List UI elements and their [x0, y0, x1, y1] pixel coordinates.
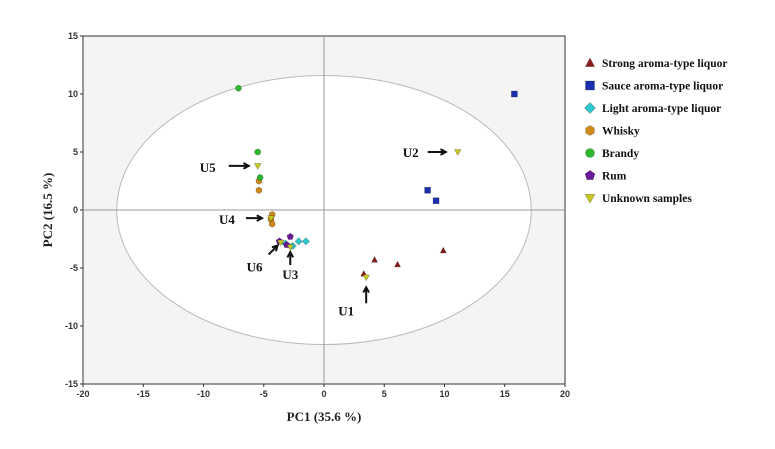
x-axis-ticks: -20 -15 -10 -5 0 5 10 15 20 [76, 384, 570, 399]
x-tick-label: 0 [321, 389, 326, 399]
x-axis-title: PC1 (35.6 %) [287, 409, 362, 424]
legend-label: Rum [602, 171, 627, 183]
data-point [255, 186, 263, 194]
data-point [453, 149, 462, 156]
data-point [394, 260, 402, 268]
legend-marker [585, 80, 595, 91]
y-tick-label: -15 [65, 379, 78, 389]
x-tick-label: 5 [382, 389, 387, 399]
x-tick-label: -20 [76, 389, 89, 399]
data-point [432, 197, 440, 205]
x-tick-label: 15 [500, 389, 510, 399]
data-point [294, 237, 303, 246]
y-tick-label: -10 [65, 321, 78, 331]
annotation-arrowhead [286, 250, 295, 258]
legend-marker [584, 102, 596, 114]
y-tick-label: 5 [73, 147, 78, 157]
data-point [256, 174, 264, 181]
zero-lines [83, 36, 565, 384]
annotation-arrowhead [242, 162, 251, 170]
data-point [286, 244, 295, 252]
data-point [276, 239, 285, 247]
data-point [254, 148, 262, 156]
annotation-label: U6 [247, 259, 263, 274]
data-point [511, 90, 518, 98]
annotation-arrowhead [362, 285, 370, 294]
y-axis-title: PC2 (16.5 %) [40, 173, 55, 248]
legend-marker [584, 194, 596, 204]
y-axis-ticks: -15 -10 -5 0 5 10 15 [65, 31, 83, 389]
data-point [253, 163, 262, 170]
legend-marker [585, 57, 595, 67]
data-point [424, 186, 431, 194]
x-tick-label: 20 [560, 389, 570, 399]
annotation-label: U4 [219, 212, 235, 227]
annotation-label: U3 [282, 267, 298, 282]
data-point [362, 274, 370, 282]
x-tick-label: -15 [137, 389, 150, 399]
data-point [286, 232, 294, 240]
sample-annotations: U1 U2 U3 U4 U5 U6 [200, 145, 448, 318]
legend-marker [584, 169, 596, 180]
annotation-arrowhead [271, 244, 280, 252]
annotation-arrowhead [256, 214, 265, 222]
annotation-arrow [267, 244, 279, 256]
legend: Strong aroma-type liquor Sauce aroma-type… [584, 57, 727, 205]
legend-label: Unknown samples [602, 193, 692, 205]
y-tick-label: 0 [73, 205, 78, 215]
data-point [371, 255, 379, 263]
data-point [269, 220, 276, 228]
x-tick-label: 10 [439, 389, 449, 399]
y-tick-label: 10 [68, 89, 78, 99]
y-tick-label: 15 [68, 31, 78, 41]
data-point [235, 84, 242, 92]
legend-label: Brandy [602, 148, 639, 160]
legend-label: Whisky [602, 126, 640, 138]
legend-marker [585, 148, 595, 158]
x-tick-label: -5 [260, 389, 268, 399]
data-point [439, 246, 447, 254]
annotation-label: U2 [403, 145, 419, 160]
x-tick-label: -10 [197, 389, 210, 399]
legend-label: Light aroma-type liquor [602, 103, 721, 115]
legend-label: Sauce aroma-type liquor [602, 81, 723, 93]
data-point [267, 215, 275, 223]
data-point [301, 237, 310, 246]
annotation-label: U5 [200, 160, 216, 175]
annotation-label: U1 [338, 303, 354, 318]
legend-label: Strong aroma-type liquor [602, 58, 727, 70]
legend-marker [585, 125, 595, 136]
data-points [235, 84, 518, 282]
y-tick-label: -5 [70, 263, 78, 273]
annotation-arrowhead [440, 148, 448, 156]
